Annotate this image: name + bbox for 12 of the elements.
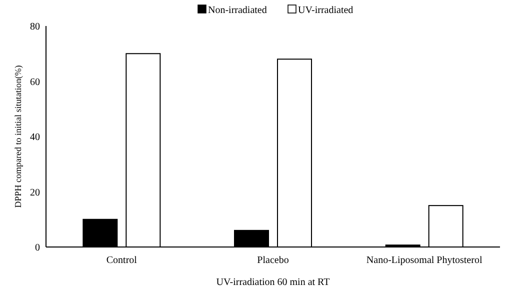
legend-label: Non-irradiated [208,5,267,16]
y-tick-label: 60 [30,76,40,88]
x-tick-label: Control [106,255,138,266]
y-tick-label: 80 [30,22,40,32]
x-tick-label: Placebo [257,255,289,266]
y-tick-label: 20 [30,187,40,198]
y-tick-label: 0 [35,242,40,254]
y-tick-label: 40 [30,132,40,143]
x-axis-title: UV-irradiation 60 min at RT [216,277,330,288]
legend-label: UV-irradiated [298,5,354,16]
y-axis-title: DPPH compared to initial situtation(%) [13,65,23,208]
x-tick-label: Nano-Liposomal Phytosterol [366,255,482,266]
